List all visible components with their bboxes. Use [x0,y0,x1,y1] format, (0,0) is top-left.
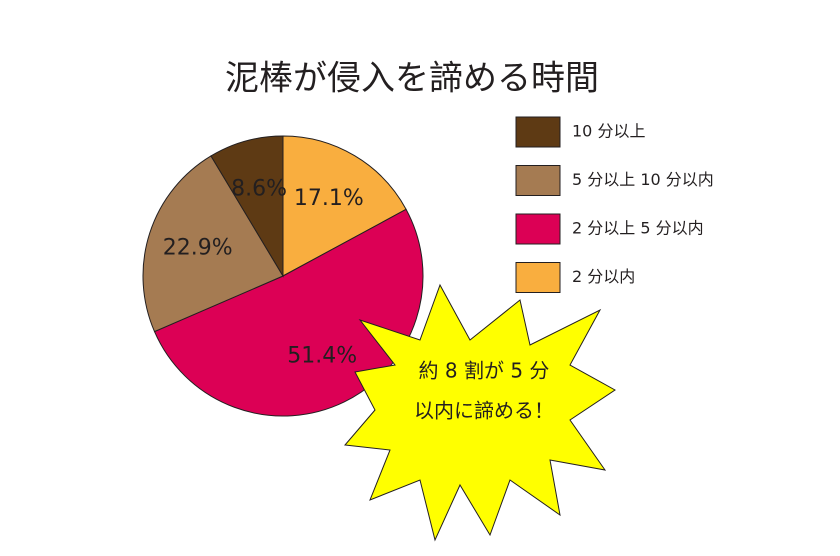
slice-label: 17.1% [294,186,364,211]
legend-swatch [515,262,561,293]
legend-label: 2 分以内 [572,267,635,286]
slice [142,155,284,333]
slice-labels: 17.1% 51.4% 22.9% 8.6% [163,177,364,369]
legend-label: 5 分以上 10 分以内 [572,170,714,189]
slice-label: 8.6% [231,177,287,202]
slice [153,208,424,417]
legend-label: 10 分以上 [572,122,645,141]
legend-swatch [515,116,561,148]
legend-swatch [515,165,561,196]
legend-label: 2 分以上 5 分以内 [572,219,704,238]
slice [210,135,284,278]
annotation: 約 8 割が 5 分 [419,359,550,383]
legend: 10 分以上 5 分以上 10 分以内 2 分以上 5 分以内 2 分以内 [515,116,714,293]
slice-label: 51.4% [287,344,357,369]
pie [142,135,424,417]
slice-label: 22.9% [163,236,233,261]
legend-swatch [515,213,561,245]
annotation: 以内に諦める！ [414,399,554,423]
slice [282,135,407,277]
chart-title: 泥棒が侵入を諦める時間 [225,59,599,99]
burst [344,283,616,542]
